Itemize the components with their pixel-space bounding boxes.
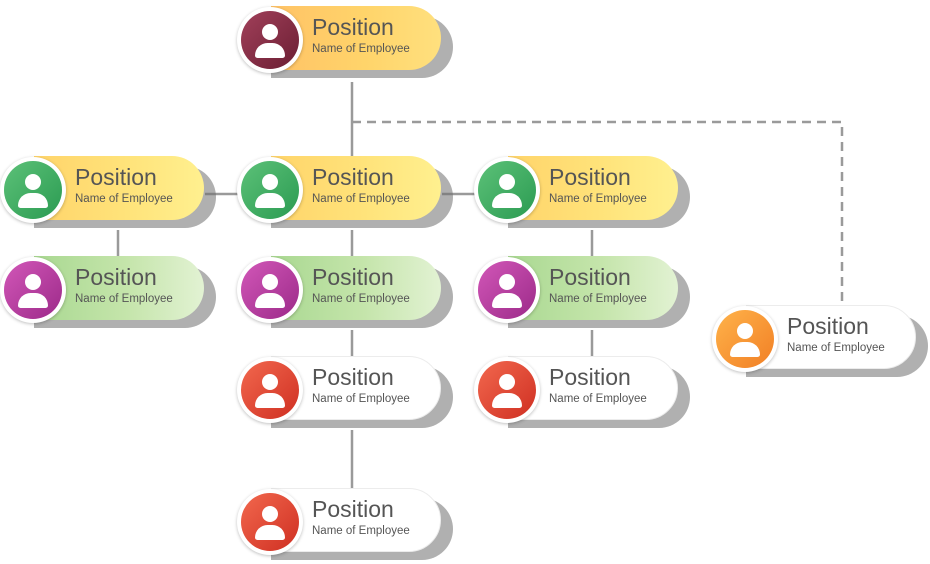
- position-title: Position: [312, 264, 394, 290]
- avatar: [0, 157, 66, 223]
- org-node-row3-right[interactable]: Position Name of Employee: [474, 252, 690, 328]
- position-title: Position: [312, 496, 394, 522]
- org-node-row3-center[interactable]: Position Name of Employee: [237, 252, 453, 328]
- employee-name: Name of Employee: [312, 193, 410, 205]
- org-node-top[interactable]: Position Name of Employee: [237, 2, 453, 78]
- avatar: [237, 257, 303, 323]
- person-icon: [241, 493, 299, 551]
- employee-name: Name of Employee: [549, 193, 647, 205]
- position-title: Position: [549, 264, 631, 290]
- person-icon: [241, 261, 299, 319]
- position-title: Position: [75, 164, 157, 190]
- org-node-row3-left[interactable]: Position Name of Employee: [0, 252, 216, 328]
- employee-name: Name of Employee: [787, 342, 885, 354]
- org-node-dashed-assistant[interactable]: Position Name of Employee: [712, 301, 928, 377]
- avatar: [237, 489, 303, 555]
- person-icon: [478, 261, 536, 319]
- employee-name: Name of Employee: [75, 193, 173, 205]
- avatar: [474, 357, 540, 423]
- position-title: Position: [75, 264, 157, 290]
- position-title: Position: [312, 14, 394, 40]
- position-title: Position: [549, 164, 631, 190]
- employee-name: Name of Employee: [549, 293, 647, 305]
- person-icon: [241, 161, 299, 219]
- org-node-row2-left[interactable]: Position Name of Employee: [0, 152, 216, 228]
- employee-name: Name of Employee: [312, 525, 410, 537]
- avatar: [237, 157, 303, 223]
- person-icon: [4, 261, 62, 319]
- avatar: [237, 357, 303, 423]
- avatar: [237, 7, 303, 73]
- avatar: [474, 257, 540, 323]
- avatar: [0, 257, 66, 323]
- employee-name: Name of Employee: [312, 43, 410, 55]
- person-icon: [478, 361, 536, 419]
- org-node-row2-center[interactable]: Position Name of Employee: [237, 152, 453, 228]
- person-icon: [4, 161, 62, 219]
- org-node-row4-center[interactable]: Position Name of Employee: [237, 352, 453, 428]
- position-title: Position: [312, 164, 394, 190]
- employee-name: Name of Employee: [75, 293, 173, 305]
- avatar: [474, 157, 540, 223]
- org-node-row2-right[interactable]: Position Name of Employee: [474, 152, 690, 228]
- employee-name: Name of Employee: [312, 393, 410, 405]
- position-title: Position: [549, 364, 631, 390]
- person-icon: [241, 361, 299, 419]
- position-title: Position: [787, 313, 869, 339]
- org-node-row5-center[interactable]: Position Name of Employee: [237, 484, 453, 560]
- person-icon: [716, 310, 774, 368]
- org-node-row4-right[interactable]: Position Name of Employee: [474, 352, 690, 428]
- position-title: Position: [312, 364, 394, 390]
- employee-name: Name of Employee: [312, 293, 410, 305]
- avatar: [712, 306, 778, 372]
- person-icon: [241, 11, 299, 69]
- employee-name: Name of Employee: [549, 393, 647, 405]
- person-icon: [478, 161, 536, 219]
